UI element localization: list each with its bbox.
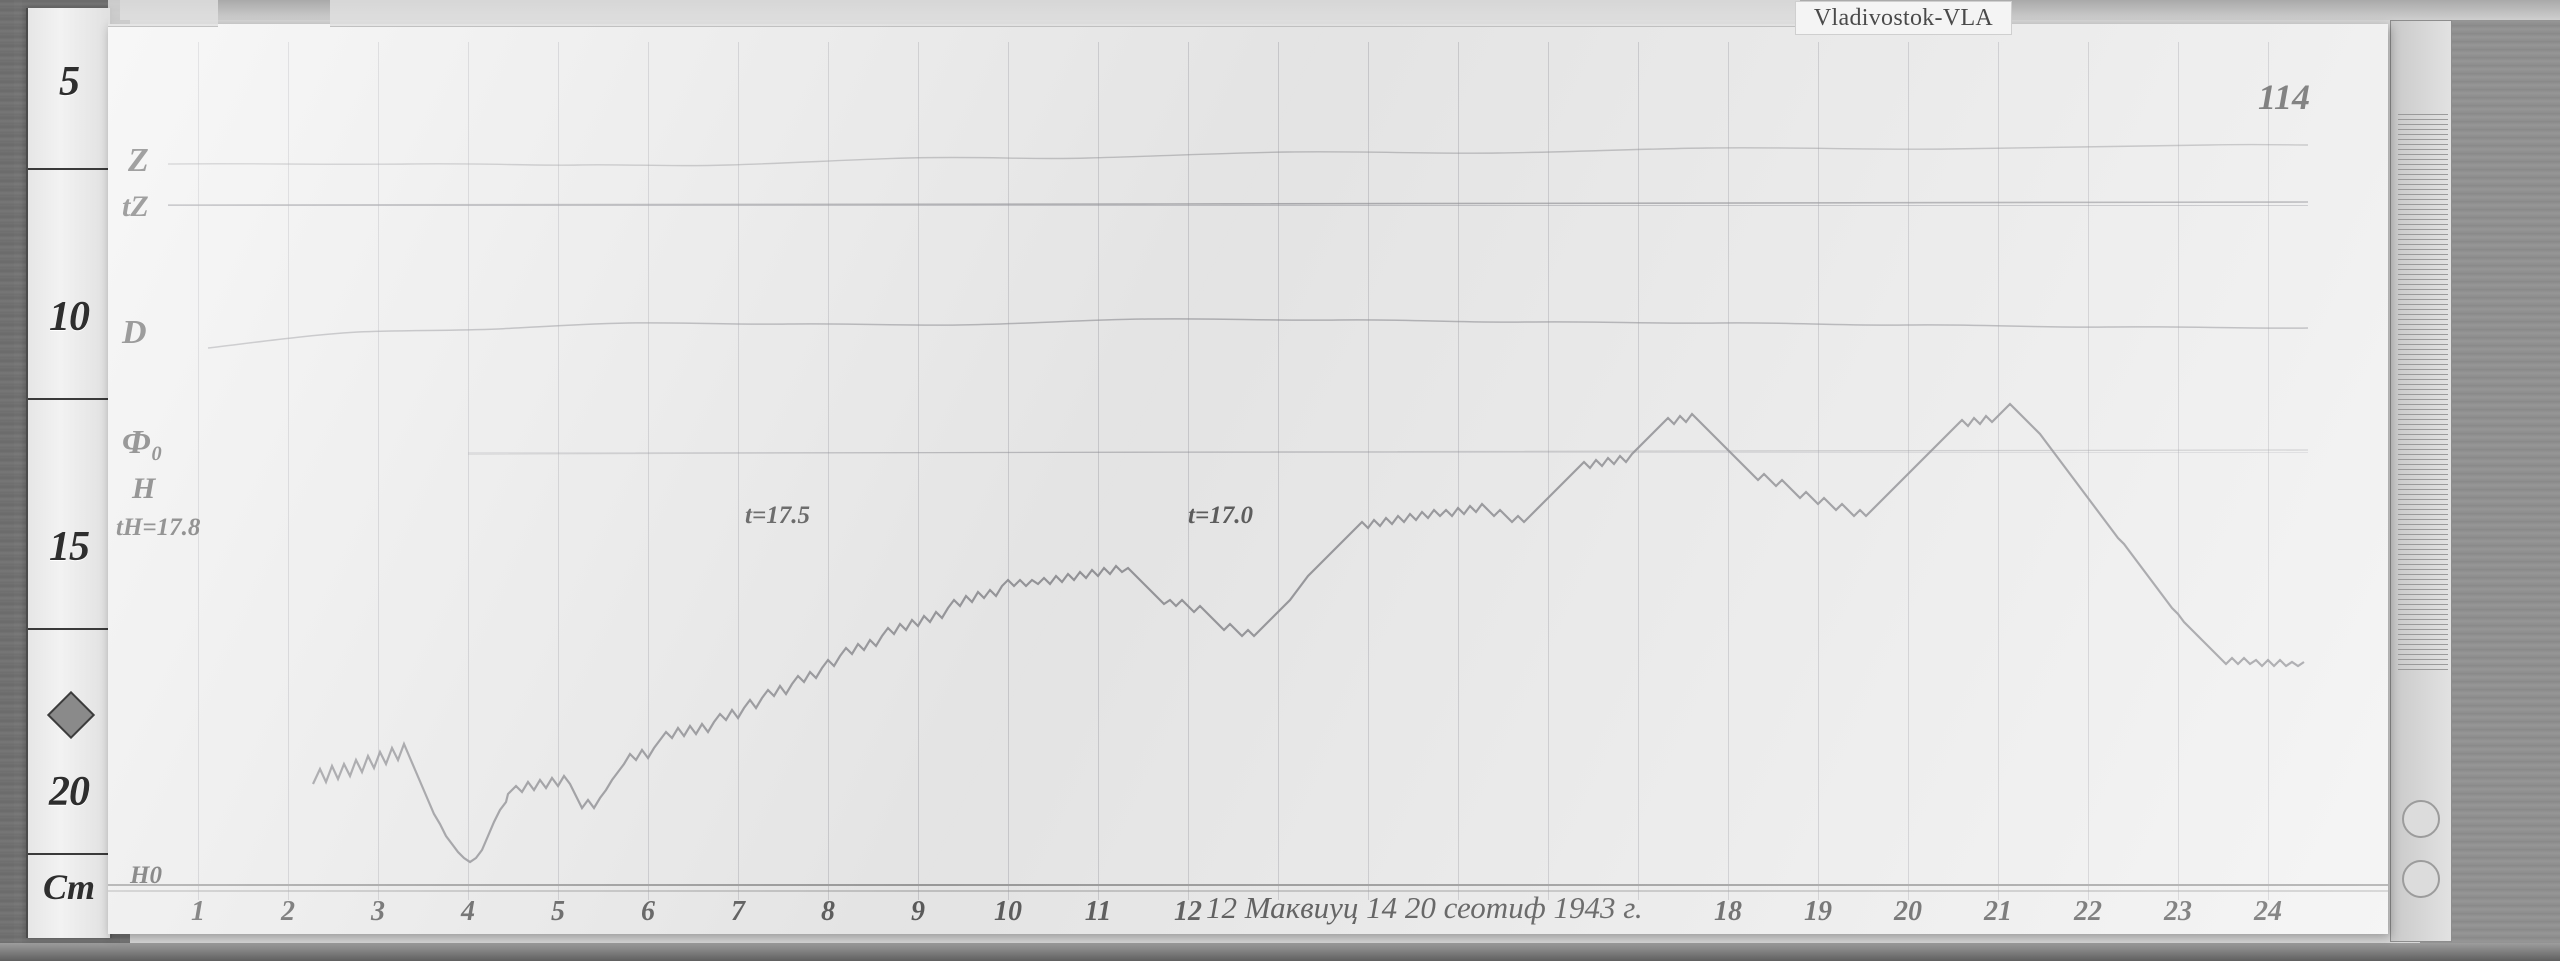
tape-strip-3 (970, 0, 1800, 27)
ruler-unit-label: Cm (42, 867, 95, 907)
plate-hole-upper (2402, 800, 2440, 838)
hour-tick-1: 1 (191, 896, 205, 927)
hour-tick-6: 6 (641, 896, 655, 927)
footer-mark: Н0 (130, 862, 162, 889)
ruler-label-10: 10 (49, 294, 90, 340)
station-caption: Vladivostok-VLA (1795, 1, 2012, 35)
plate-hole-lower (2402, 860, 2440, 898)
time-axis-line (108, 884, 2388, 886)
ruler-tick-20 (28, 853, 110, 855)
scale-ruler: 5 10 15 20 Cm (26, 8, 112, 938)
hour-tick-8: 8 (821, 896, 835, 927)
hour-tick-12: 12 (1174, 896, 1202, 927)
annotation-t175: t=17.5 (745, 502, 810, 529)
trace-label-Z: Z (128, 142, 149, 179)
hour-tick-7: 7 (731, 896, 745, 927)
ruler-diamond-marker (46, 690, 96, 740)
ruler-tick-15 (28, 628, 110, 630)
tape-strip-1 (108, 0, 218, 27)
ruler-tick-5 (28, 168, 110, 170)
trace-label-H: H (132, 472, 156, 505)
plot-area: Z tZ D Ф₀ H tH=17.8 t=17.5 t=17.0 (108, 24, 2388, 934)
trace-label-tH: tH=17.8 (116, 514, 201, 541)
hour-tick-4: 4 (461, 896, 475, 927)
trace-label-F0: Ф₀ (122, 424, 163, 461)
right-scale-teeth (2398, 110, 2448, 670)
hour-tick-21: 21 (1984, 896, 2012, 927)
baseline-F0 (468, 452, 2308, 453)
sheet-number: 114 (2257, 77, 2310, 117)
hour-tick-24: 24 (2254, 896, 2282, 927)
ruler-label-20: 20 (49, 769, 90, 815)
date-annotation: 12 Маквиуц 14 20 сеотиф 1943 г. (1206, 890, 1643, 925)
trace-label-D: D (122, 314, 147, 351)
hour-tick-11: 11 (1084, 896, 1112, 927)
trace-Z (167, 143, 2309, 167)
hour-tick-10: 10 (994, 896, 1022, 927)
magnetogram-sheet: Z tZ D Ф₀ H tH=17.8 t=17.5 t=17.0 1 2 3 … (108, 24, 2388, 934)
ruler-tick-10 (28, 398, 110, 400)
hour-tick-3: 3 (371, 896, 385, 927)
hour-tick-23: 23 (2164, 896, 2192, 927)
ruler-label-15: 15 (49, 524, 90, 570)
hour-tick-2: 2 (281, 896, 295, 927)
hour-tick-9: 9 (911, 896, 925, 927)
trace-D (207, 318, 2309, 349)
hour-tick-19: 19 (1804, 896, 1832, 927)
hour-tick-5: 5 (551, 896, 565, 927)
baseline-tZ (168, 205, 2308, 206)
trace-H (312, 402, 2305, 864)
desk-edge-bottom (0, 943, 2560, 961)
annotation-t170: t=17.0 (1188, 502, 1253, 529)
trace-canvas (167, 143, 2309, 864)
hour-tick-20: 20 (1894, 896, 1922, 927)
hour-tick-18: 18 (1714, 896, 1742, 927)
tape-strip-2 (330, 0, 970, 27)
hour-tick-22: 22 (2074, 896, 2102, 927)
trace-label-tZ: tZ (122, 190, 149, 223)
ruler-label-5: 5 (59, 59, 80, 105)
